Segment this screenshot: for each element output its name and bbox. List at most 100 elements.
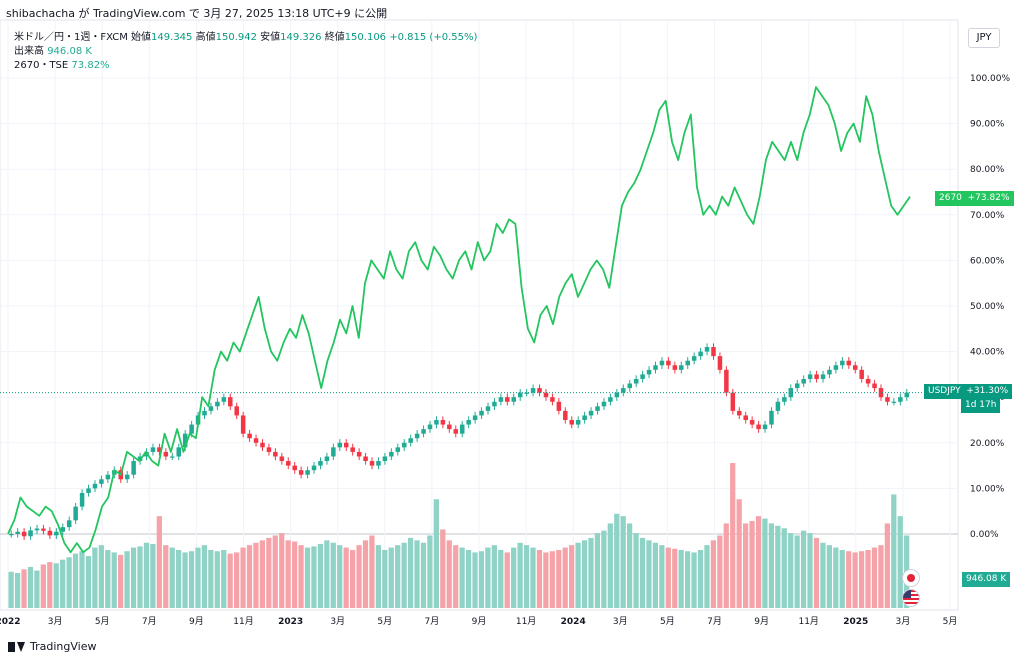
volume-bar bbox=[897, 516, 903, 608]
volume-bar bbox=[85, 556, 92, 608]
volume-bar bbox=[182, 552, 188, 608]
volume-bar bbox=[124, 551, 130, 608]
candle-body bbox=[157, 447, 162, 452]
candle-body bbox=[601, 401, 607, 407]
volume-bar bbox=[343, 547, 349, 608]
candle-body bbox=[343, 442, 349, 448]
footer-brand[interactable]: TradingView bbox=[8, 640, 96, 653]
volume-bar bbox=[878, 545, 884, 608]
candle-body bbox=[447, 424, 452, 430]
y-tick-label: 0.00% bbox=[970, 530, 999, 540]
volume-bar bbox=[781, 528, 787, 608]
candle-body bbox=[479, 410, 484, 416]
japan-flag-icon[interactable] bbox=[902, 569, 920, 587]
candle-body bbox=[582, 415, 587, 420]
volume-bar bbox=[665, 547, 671, 608]
candle-body bbox=[672, 365, 678, 370]
candle-body bbox=[788, 388, 794, 398]
y-tick-label: 60.00% bbox=[970, 256, 1005, 266]
candle-body bbox=[414, 433, 420, 439]
candle-body bbox=[92, 483, 98, 489]
volume-bar bbox=[543, 552, 549, 608]
us-flag-icon[interactable] bbox=[902, 589, 920, 607]
symbol-label: 米ドル／円・1週・FXCM bbox=[14, 32, 128, 43]
candle-body bbox=[730, 392, 736, 411]
volume-bar bbox=[105, 550, 111, 608]
candle-body bbox=[228, 397, 233, 407]
candle-body bbox=[891, 401, 897, 403]
volume-bar bbox=[839, 550, 845, 608]
candle-body bbox=[794, 383, 800, 389]
candle-body bbox=[350, 447, 355, 452]
volume-bar bbox=[588, 537, 594, 608]
candle-body bbox=[421, 429, 426, 434]
candle-body bbox=[28, 530, 33, 537]
candle-body bbox=[885, 397, 890, 402]
candle-body bbox=[472, 415, 478, 420]
volume-bar bbox=[40, 564, 46, 608]
x-tick-label: 9月 bbox=[472, 616, 487, 627]
candle-body bbox=[389, 451, 394, 457]
currency-button[interactable]: JPY bbox=[968, 28, 1000, 48]
compare-price-tag: 2670 +73.82% bbox=[935, 191, 1014, 206]
candle-body bbox=[653, 365, 658, 370]
x-tick-label: 3月 bbox=[896, 616, 911, 627]
volume-bar bbox=[549, 551, 555, 608]
volume-bar bbox=[407, 537, 414, 608]
candle-body bbox=[782, 397, 787, 402]
candle-body bbox=[189, 424, 194, 434]
candle-body bbox=[395, 447, 401, 452]
volume-bar bbox=[871, 547, 878, 608]
candle-body bbox=[363, 456, 368, 462]
volume-bar bbox=[137, 546, 143, 608]
candle-body bbox=[633, 378, 639, 384]
volume-bar bbox=[427, 535, 433, 608]
candle-body bbox=[775, 401, 781, 411]
volume-bar bbox=[291, 541, 298, 608]
volume-bar bbox=[143, 542, 150, 608]
candle-body bbox=[814, 374, 819, 379]
candle-body bbox=[859, 369, 864, 379]
candle-body bbox=[337, 442, 343, 448]
volume-bar bbox=[627, 523, 633, 608]
candle-body bbox=[711, 347, 716, 357]
candle-body bbox=[492, 401, 497, 407]
volume-bar bbox=[768, 523, 774, 608]
candle-body bbox=[537, 388, 542, 393]
volume-bar bbox=[639, 537, 646, 608]
volume-bar bbox=[72, 553, 79, 608]
candle-body bbox=[60, 527, 66, 532]
volume-bar bbox=[414, 540, 420, 608]
volume-bar bbox=[704, 545, 710, 608]
volume-bar bbox=[356, 545, 362, 608]
candle-body bbox=[756, 424, 761, 430]
x-tick-label: 7月 bbox=[425, 616, 440, 627]
volume-bar bbox=[678, 550, 684, 608]
change-value: +0.815 (+0.55%) bbox=[389, 32, 478, 43]
volume-bar bbox=[794, 535, 800, 608]
y-tick-label: 50.00% bbox=[970, 302, 1005, 312]
x-tick-label: 3月 bbox=[613, 616, 628, 627]
volume-bar bbox=[672, 548, 678, 608]
candle-body bbox=[517, 392, 523, 398]
x-tick-label: 2023 bbox=[278, 617, 303, 627]
volume-bar bbox=[697, 550, 704, 608]
main-price-tag: USDJPY +31.30% bbox=[924, 384, 1013, 399]
volume-bar bbox=[195, 547, 201, 608]
candle-body bbox=[724, 369, 729, 393]
volume-bar bbox=[92, 547, 98, 608]
volume-bar bbox=[60, 559, 66, 608]
volume-bar bbox=[491, 545, 497, 608]
volume-bar bbox=[556, 550, 562, 608]
candle-body bbox=[176, 447, 181, 457]
candle-body bbox=[47, 530, 53, 536]
candle-body bbox=[646, 369, 652, 375]
candle-body bbox=[749, 420, 755, 425]
volume-bar bbox=[362, 540, 369, 608]
volume-bar bbox=[317, 543, 323, 608]
candle-body bbox=[621, 388, 626, 393]
volume-bar bbox=[324, 540, 330, 608]
compare-legend: 2670・TSE 73.82% bbox=[14, 60, 110, 71]
volume-bar bbox=[749, 521, 755, 608]
